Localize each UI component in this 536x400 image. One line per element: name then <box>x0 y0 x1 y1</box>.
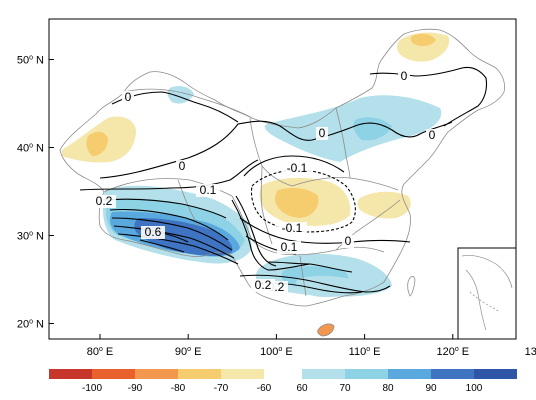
taiwan-island <box>407 276 416 297</box>
y-tick-label: 20o N <box>17 319 44 331</box>
contour-labels: 000 000.10.20.6-0.1-0.10.1 00.20.2 <box>92 69 438 294</box>
contour-label-bg <box>316 127 328 140</box>
china-outline <box>59 28 505 307</box>
colorbar-label-positive: 70 <box>339 383 351 394</box>
colorbar-label-positive: 90 <box>425 383 437 394</box>
contour-label: 0 <box>319 126 326 140</box>
contour-label-bg <box>398 70 410 83</box>
contour-0-northwest <box>99 120 453 179</box>
contour-label-bg <box>251 279 275 292</box>
contour-label: 0.1 <box>200 183 217 197</box>
colorbar-swatch-positive <box>474 369 517 379</box>
contour-inner-6 <box>139 239 185 253</box>
x-tick-label: 80o E <box>87 346 114 358</box>
x-tick-label: 100o E <box>260 346 293 358</box>
colorbar: -100 -90 -80 -70 -60 60 70 80 90 100 <box>49 369 517 394</box>
contour-label: 0 <box>429 128 436 142</box>
region-east-light-yellow <box>357 191 411 219</box>
contour-neg-0.1-dashed <box>250 169 356 233</box>
region-northeast-light-yellow <box>396 32 450 62</box>
region-central-yellow <box>275 188 319 218</box>
colorbar-swatch-negative <box>92 369 135 379</box>
region-north-mid-blue <box>353 117 392 141</box>
contour-label: 0.2 <box>255 278 272 292</box>
contour-0-east <box>239 217 411 244</box>
contour-lines <box>79 66 488 294</box>
contour-label-bg <box>176 160 188 173</box>
y-tick-label: 40o N <box>17 143 44 155</box>
inset-map <box>457 247 517 340</box>
x-tick-label: 90o E <box>175 346 202 358</box>
province-line-6 <box>335 107 351 179</box>
x-tick-label: 110o E <box>349 346 381 358</box>
region-hainan-orange <box>317 323 334 336</box>
colorbar-swatch-positive <box>431 369 474 379</box>
colorbar-label-positive: 80 <box>382 383 394 394</box>
contour-label-bg <box>282 162 312 175</box>
contour-label: 0.2 <box>96 194 113 208</box>
colorbar-swatch-negative <box>178 369 221 379</box>
region-northeast-yellow <box>410 33 436 47</box>
region-north-light-blue <box>264 95 442 162</box>
colorbar-swatch-negative <box>135 369 178 379</box>
contour-south-2 <box>235 195 277 267</box>
contour-label: -0.1 <box>282 221 303 235</box>
contour-label: 0.1 <box>281 240 298 254</box>
colorbar-swatch-positive <box>302 369 345 379</box>
contour-label-bg <box>92 195 116 208</box>
contour-label-bg <box>277 222 307 235</box>
x-axis-ticks: 80o E 90o E 100o E 110o E 120o E 130o E <box>87 334 536 358</box>
province-line-8 <box>177 179 199 227</box>
contour-label-bg <box>426 129 438 142</box>
colorbar-label-negative: -90 <box>128 383 143 394</box>
contour-label: 0 <box>401 69 408 83</box>
colorbar-label-positive: 60 <box>296 383 308 394</box>
hainan-island <box>317 323 335 337</box>
contour-0.1 <box>79 159 259 191</box>
contour-0-north <box>111 91 239 123</box>
colorbar-swatch-positive <box>388 369 431 379</box>
province-line-9 <box>299 255 307 297</box>
colorbar-swatch-negative <box>221 369 264 379</box>
contour-neg-0.1-solid <box>243 155 345 177</box>
contour-south-4 <box>267 261 353 273</box>
contour-0.2-southeast <box>239 274 391 293</box>
contour-label-bg <box>342 235 354 248</box>
x-tick-label: 120o E <box>436 346 469 358</box>
contour-0.2-west <box>103 198 227 219</box>
contour-inner-4 <box>117 233 239 265</box>
contour-0-northeast <box>369 66 488 127</box>
contour-label: 0 <box>345 234 352 248</box>
region-northwest-yellow <box>86 131 108 156</box>
colorbar-label-negative: -100 <box>82 383 102 394</box>
contour-inner-1 <box>109 208 229 241</box>
contour-inner-3 <box>113 225 235 259</box>
mongolia-line <box>123 88 253 119</box>
colorbar-swatch-negative <box>49 369 92 379</box>
contour-label-bg <box>196 184 220 197</box>
y-axis-ticks: 50o N 40o N 30o N 20o N <box>17 55 54 331</box>
colorbar-label-negative: -80 <box>171 383 186 394</box>
y-tick-label: 50o N <box>17 55 44 67</box>
contour-label: 0 <box>125 90 132 104</box>
x-tick-label: 130o E <box>525 346 536 358</box>
political-boundaries <box>59 28 505 337</box>
contour-label-bg <box>141 226 165 239</box>
colorbar-label-negative: -60 <box>257 383 272 394</box>
contour-label-bg <box>122 91 134 104</box>
colorbar-label-positive: 100 <box>466 383 483 394</box>
colorbar-label-negative: -70 <box>214 383 229 394</box>
contour-label: -0.1 <box>287 161 308 175</box>
contour-label-bg <box>277 241 301 254</box>
y-tick-label: 30o N <box>17 231 44 243</box>
shaded-anomaly-regions <box>62 32 450 336</box>
contour-label: 0 <box>179 159 186 173</box>
contour-inner-2 <box>111 217 233 251</box>
province-line-10 <box>335 199 401 251</box>
contour-south-1 <box>231 199 311 271</box>
colorbar-swatch-positive <box>345 369 388 379</box>
contour-label: 0.6 <box>145 225 162 239</box>
